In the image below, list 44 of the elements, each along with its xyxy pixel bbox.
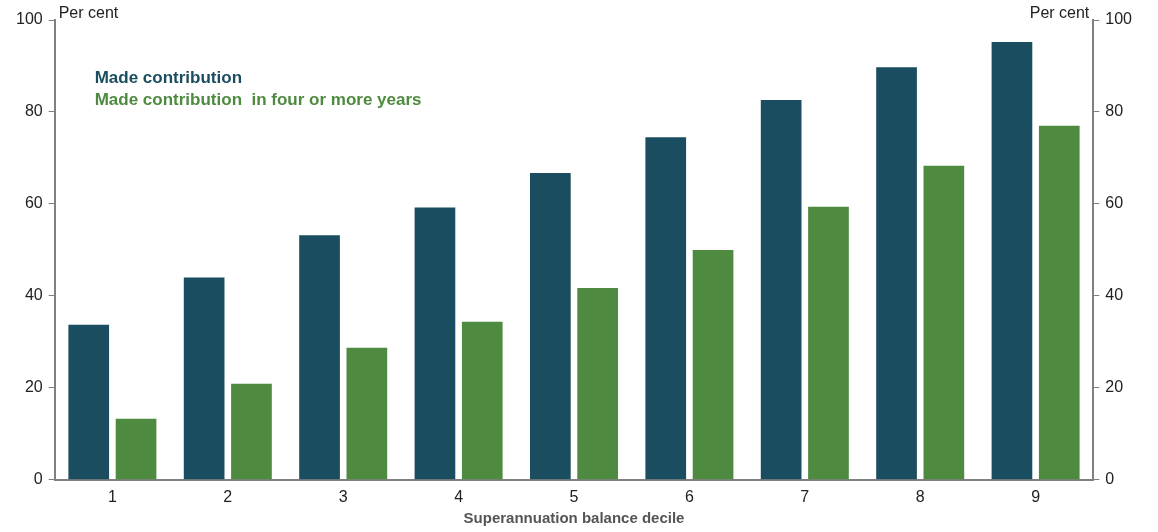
x-tick-label: 8 (915, 487, 925, 505)
y2-tick-label: 80 (1105, 102, 1124, 120)
bar (1038, 125, 1080, 480)
y-tick-label: 100 (15, 10, 43, 28)
bar (645, 137, 687, 480)
y2-tick-label: 40 (1105, 286, 1124, 304)
y2-tick-label: 100 (1105, 10, 1133, 28)
x-tick-label: 3 (338, 487, 348, 505)
y2-axis-title: Per cent (1029, 4, 1090, 22)
y2-tick-label: 20 (1105, 378, 1124, 396)
y-tick-label: 20 (24, 378, 43, 396)
y-tick-label: 0 (33, 470, 43, 488)
x-tick-label: 1 (107, 487, 117, 505)
x-tick-label: 7 (800, 487, 810, 505)
y-tick-label: 40 (24, 286, 43, 304)
y-tick-label: 60 (24, 194, 43, 212)
text: Made contribution in four or more years (94, 90, 422, 110)
bar (183, 277, 225, 480)
x-axis-title: Superannuation balance decile (463, 509, 685, 527)
y-tick-label: 80 (24, 102, 43, 120)
x-tick-label: 4 (454, 487, 464, 505)
bar (346, 347, 388, 480)
bar (68, 324, 110, 480)
bar (231, 383, 272, 480)
bar (808, 206, 849, 480)
y2-tick-label: 60 (1105, 194, 1124, 212)
x-tick-label: 2 (223, 487, 233, 505)
y-axis-title: Per cent (58, 4, 119, 22)
bar (577, 288, 618, 480)
bar (991, 42, 1033, 480)
bar (414, 207, 456, 480)
bar (115, 418, 157, 480)
x-tick-label: 9 (1031, 487, 1041, 505)
bar (923, 165, 965, 480)
text: Made contribution (94, 68, 243, 88)
bar (299, 235, 340, 480)
y2-tick-label: 0 (1105, 470, 1115, 488)
bar (760, 100, 802, 480)
bar (530, 173, 571, 480)
bar (692, 249, 734, 480)
bar (461, 321, 503, 480)
bar (876, 67, 917, 480)
x-tick-label: 6 (684, 487, 694, 505)
x-tick-label: 5 (569, 487, 579, 505)
